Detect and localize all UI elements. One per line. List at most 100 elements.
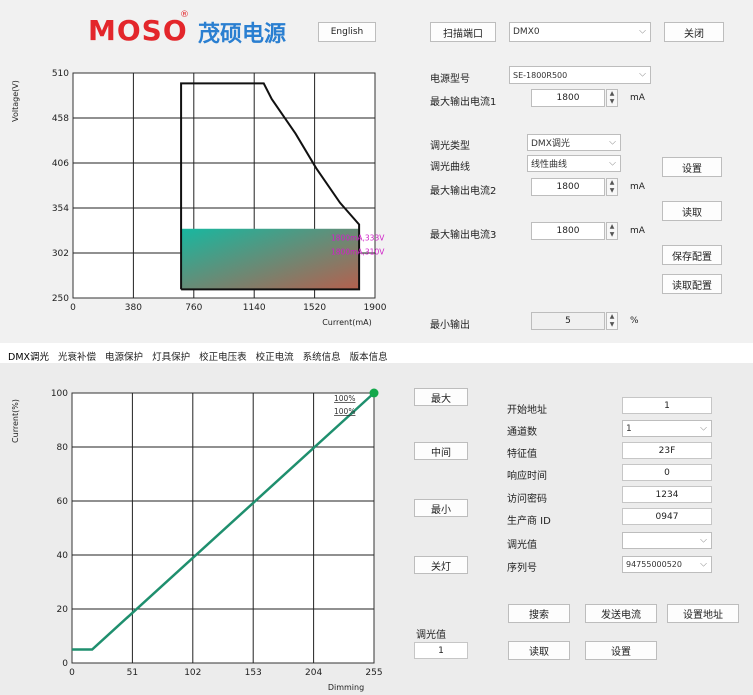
password-field[interactable]: 1234 [622, 486, 712, 503]
chevron-down-icon: ⌵ [639, 69, 646, 80]
chevron-down-icon: ⌵ [639, 26, 646, 37]
close-button[interactable]: 关闭 [664, 22, 724, 42]
chevron-down-icon: ⌵ [700, 535, 707, 545]
dim-annotation: 100% [334, 394, 355, 403]
max-current1-spinner[interactable]: ▲ ▼ [606, 89, 618, 107]
vc-y-axis-label: Voltage(V) [11, 80, 20, 122]
tab-lamp-protection[interactable]: 灯具保护 [152, 352, 191, 363]
moso-logo: MOSO [88, 14, 188, 47]
start-address-label: 开始地址 [507, 405, 547, 416]
tab-bar: DMX调光 光衰补偿 电源保护 灯具保护 校正电压表 校正电流 系统信息 版本信… [8, 349, 388, 363]
chevron-down-icon: ⌵ [700, 423, 707, 433]
english-button[interactable]: English [318, 22, 376, 42]
password-label: 访问密码 [507, 494, 547, 505]
vc-x-tick-label: 1900 [364, 303, 387, 313]
model-label: 电源型号 [430, 74, 470, 85]
max-current2-input[interactable]: 1800 [531, 178, 605, 196]
scan-port-button[interactable]: 扫描端口 [430, 22, 496, 42]
dimming-current-chart: 0 51 102 153 204 255 0 20 40 60 80 100 Dimming Curren… [11, 388, 383, 692]
feature-label: 特征值 [507, 449, 537, 460]
tab-light-decay[interactable]: 光衰补偿 [58, 352, 97, 363]
dim-value-field[interactable]: 1 [414, 642, 468, 659]
max-current3-spinner[interactable]: ▲ ▼ [606, 222, 618, 240]
model-select[interactable]: SE-1800R500 ⌵ [509, 66, 651, 84]
vc-x-tick-label: 1140 [243, 303, 266, 313]
vc-x-tick-label: 760 [185, 303, 202, 313]
vc-y-tick-label: 302 [52, 249, 69, 259]
set-address-button[interactable]: 设置地址 [667, 604, 739, 623]
min-output-label: 最小输出 [430, 320, 470, 331]
dmx-set-button[interactable]: 设置 [585, 641, 657, 660]
dim-y-tick-label: 0 [62, 659, 68, 669]
dim-curve-endpoint [369, 388, 379, 398]
unit-ma-3: mA [630, 226, 645, 236]
send-current-button[interactable]: 发送电流 [585, 604, 657, 623]
tab-version-info[interactable]: 版本信息 [349, 352, 388, 363]
vendor-id-label: 生产商 ID [507, 516, 551, 527]
min-button[interactable]: 最小 [414, 499, 468, 517]
tab-dmx-dimming[interactable]: DMX调光 [8, 352, 50, 363]
dim-value-bottom-label: 调光值 [416, 630, 446, 641]
min-output-input[interactable]: 5 [531, 312, 605, 330]
max-current2-spinner[interactable]: ▲ ▼ [606, 178, 618, 196]
read-config-button[interactable]: 读取配置 [662, 274, 722, 294]
save-config-button[interactable]: 保存配置 [662, 245, 722, 265]
dim-value-label: 调光值 [507, 540, 537, 551]
operating-region [181, 228, 360, 290]
max-current3-input[interactable]: 1800 [531, 222, 605, 240]
port-select[interactable]: DMX0 ⌵ [509, 22, 651, 42]
max-current1-label: 最大输出电流1 [430, 97, 497, 108]
dim-y-axis-label: Current(%) [11, 399, 20, 443]
vc-x-tick-label: 0 [70, 303, 76, 313]
min-output-spinner[interactable]: ▲ ▼ [606, 312, 618, 330]
chevron-down-icon: ⌵ [609, 158, 616, 168]
search-button[interactable]: 搜索 [508, 604, 570, 623]
vc-y-tick-label: 354 [52, 204, 69, 214]
response-time-field[interactable]: 0 [622, 464, 712, 481]
serial-select[interactable]: 94755000520 ⌵ [622, 556, 712, 573]
start-address-field[interactable]: 1 [622, 397, 712, 414]
dim-annotation: 100% [334, 407, 355, 416]
vc-x-axis-label: Current(mA) [322, 318, 372, 327]
max-current2-label: 最大输出电流2 [430, 186, 497, 197]
vc-y-tick-label: 250 [52, 294, 69, 304]
dmx-read-button[interactable]: 读取 [508, 641, 570, 660]
vc-boundary-line [180, 82, 361, 291]
tab-power-protection[interactable]: 电源保护 [105, 352, 144, 363]
dim-y-tick-label: 80 [57, 443, 69, 453]
dim-type-select[interactable]: DMX调光 ⌵ [527, 134, 621, 151]
company-name: 茂硕电源 [198, 22, 287, 47]
dim-y-tick-label: 100 [51, 389, 68, 399]
max-current3-label: 最大输出电流3 [430, 230, 497, 241]
max-button[interactable]: 最大 [414, 388, 468, 406]
dim-curve-line [72, 392, 375, 651]
off-button[interactable]: 关灯 [414, 556, 468, 574]
dim-x-tick-label: 0 [69, 668, 75, 678]
set-button[interactable]: 设置 [662, 157, 722, 177]
max-current1-input[interactable]: 1800 [531, 89, 605, 107]
channels-select[interactable]: 1 ⌵ [622, 420, 712, 437]
vc-annotation: 1800mA,333V [331, 233, 385, 242]
vc-y-tick-label: 458 [52, 114, 69, 124]
registered-mark: ® [180, 10, 189, 20]
dim-x-tick-label: 255 [365, 668, 382, 678]
dim-curve-select[interactable]: 线性曲线 ⌵ [527, 155, 621, 172]
vendor-id-field[interactable]: 0947 [622, 508, 712, 525]
tab-calibrate-voltage[interactable]: 校正电压表 [199, 352, 247, 363]
dim-curve-label: 调光曲线 [430, 162, 470, 173]
dim-x-tick-label: 51 [127, 668, 138, 678]
dim-value-select[interactable]: ⌵ [622, 532, 712, 549]
mid-button[interactable]: 中间 [414, 442, 468, 460]
vc-annotation: 1800mA,310V [331, 247, 385, 256]
chevron-down-icon: ⌵ [609, 137, 616, 147]
dim-y-tick-label: 20 [57, 605, 69, 615]
vc-y-tick-label: 406 [52, 159, 69, 169]
feature-field[interactable]: 23F [622, 442, 712, 459]
vc-y-tick-label: 510 [52, 69, 69, 79]
tab-system-info[interactable]: 系统信息 [302, 352, 341, 363]
tab-calibrate-current[interactable]: 校正电流 [255, 352, 294, 363]
vc-x-tick-label: 380 [125, 303, 142, 313]
read-button[interactable]: 读取 [662, 201, 722, 221]
vc-x-tick-label: 1520 [303, 303, 326, 313]
dim-x-tick-label: 204 [305, 668, 322, 678]
